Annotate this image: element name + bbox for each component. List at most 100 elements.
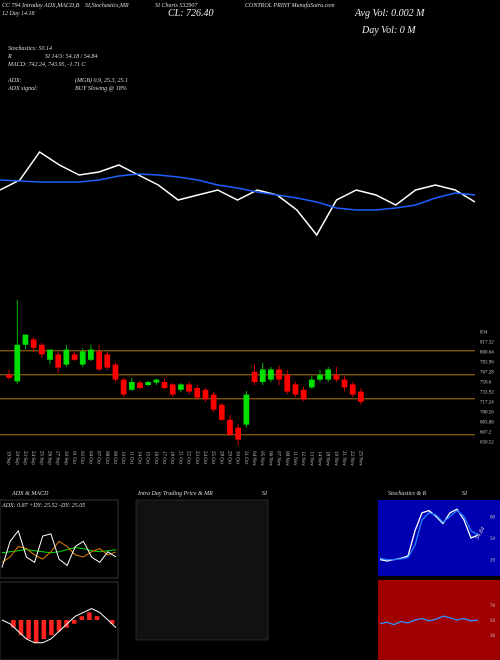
x-tick-label: 10 Oct bbox=[120, 451, 125, 465]
macd-text: MACD: 742.24, 743.95, -1.71 C bbox=[7, 61, 86, 68]
candle-body bbox=[235, 427, 242, 440]
candle-body bbox=[88, 349, 94, 360]
macd-bar bbox=[87, 612, 92, 620]
panel-frame bbox=[0, 499, 119, 579]
candle-body bbox=[14, 344, 21, 382]
macd-bar bbox=[33, 620, 39, 643]
x-tick-label: 08 Oct bbox=[104, 451, 109, 465]
macd-bar bbox=[49, 620, 54, 636]
x-tick-label: 22 Oct bbox=[186, 451, 191, 465]
rsi-text: SI 14/3: 54.18 / 54.84 bbox=[45, 53, 97, 60]
x-tick-label: 23 Sep bbox=[22, 451, 27, 465]
x-tick-label: 14 Nov bbox=[317, 451, 322, 466]
x-tick-label: 21 Nov bbox=[341, 451, 346, 466]
candle-body bbox=[186, 384, 192, 392]
candle-body bbox=[325, 369, 332, 380]
x-tick-label: 29 Oct bbox=[227, 451, 232, 465]
candle-body bbox=[308, 379, 315, 388]
candle-body bbox=[276, 369, 282, 380]
candle-body bbox=[292, 384, 299, 395]
candle-body bbox=[120, 379, 127, 395]
candle-body bbox=[55, 354, 62, 368]
series-line bbox=[0, 150, 476, 237]
x-tick-label: 30 Oct bbox=[235, 451, 240, 465]
y-tick-label: 750.6 bbox=[480, 381, 492, 386]
x-tick-label: 25 Nov bbox=[357, 451, 362, 466]
x-tick-label: 19 Nov bbox=[333, 451, 338, 466]
day-volume: Day Vol: 0 M bbox=[361, 25, 416, 36]
macd-bar bbox=[18, 620, 24, 636]
candle-body bbox=[169, 384, 176, 395]
macd-bar bbox=[109, 620, 115, 624]
panel-frame bbox=[378, 500, 500, 576]
y-tick-label: 733.92 bbox=[480, 391, 494, 396]
adx-label: ADX: 0.87 +DY: 25.52 -DY: 25.05 bbox=[1, 503, 85, 509]
candle-body bbox=[202, 389, 209, 400]
x-tick-label: 28 Oct bbox=[218, 451, 223, 465]
macd-bar bbox=[71, 620, 77, 624]
candle-body bbox=[104, 354, 111, 368]
x-tick-label: 31 Oct bbox=[243, 451, 248, 465]
x-tick-label: 19 Sep bbox=[6, 451, 11, 465]
y-tick-label: 800.64 bbox=[480, 351, 494, 356]
candle-body bbox=[341, 379, 348, 388]
candle-body bbox=[96, 351, 102, 370]
adx-text: ADX: bbox=[7, 78, 22, 84]
y-tick-label: 834 bbox=[480, 331, 488, 336]
x-tick-label: 08 Nov bbox=[284, 451, 289, 466]
panel-title: SI bbox=[462, 491, 468, 497]
panel-title: Stochastics & R bbox=[388, 491, 427, 497]
candle-body bbox=[71, 354, 78, 360]
x-tick-label: 16 Oct bbox=[153, 451, 158, 465]
macd-bar bbox=[56, 620, 62, 632]
close-price: CL: 726.40 bbox=[168, 8, 214, 19]
x-tick-label: 07 Oct bbox=[96, 451, 101, 465]
candle-body bbox=[218, 404, 225, 420]
x-tick-label: 09 Oct bbox=[112, 451, 117, 465]
x-tick-label: 30 Sep bbox=[63, 451, 68, 465]
x-tick-label: 12 Nov bbox=[300, 451, 305, 466]
y-tick-label: 650.52 bbox=[480, 441, 494, 446]
candle-body bbox=[194, 388, 201, 398]
y-tick-label: 50 bbox=[490, 619, 496, 624]
candle-body bbox=[268, 369, 274, 380]
candle-body bbox=[112, 364, 119, 380]
y-tick-label: 717.24 bbox=[480, 401, 494, 406]
x-tick-label: 06 Nov bbox=[267, 451, 272, 466]
candle-body bbox=[284, 374, 291, 392]
x-tick-label: 13 Nov bbox=[308, 451, 313, 466]
x-tick-label: 01 Oct bbox=[71, 451, 76, 465]
candle-body bbox=[153, 379, 160, 383]
y-tick-label: 30 bbox=[490, 634, 496, 639]
y-tick-label: 783.96 bbox=[480, 361, 494, 366]
macd-bar bbox=[11, 620, 16, 628]
x-tick-label: 23 Oct bbox=[194, 451, 199, 465]
x-tick-label: 18 Nov bbox=[325, 451, 330, 466]
y-tick-label: 700.56 bbox=[480, 411, 494, 416]
y-tick-label: 767.28 bbox=[480, 371, 494, 376]
x-tick-label: 04 Nov bbox=[251, 451, 256, 466]
adx-text: (MGB) 0.9, 25.3, 25.1 bbox=[75, 77, 128, 84]
x-tick-label: 11 Oct bbox=[128, 451, 133, 465]
series-line bbox=[379, 509, 479, 561]
candle-body bbox=[38, 344, 45, 355]
series-line bbox=[1, 540, 117, 563]
candle-body bbox=[137, 382, 143, 388]
rsi-text: R bbox=[7, 54, 12, 60]
candle-body bbox=[161, 382, 168, 388]
panel-title: ADX & MACD bbox=[11, 491, 49, 497]
header-text: SI Charts 532907 bbox=[155, 3, 198, 9]
candle-body bbox=[210, 394, 217, 410]
candle-body bbox=[227, 419, 233, 435]
candle-body bbox=[22, 334, 29, 345]
candle-body bbox=[145, 382, 152, 385]
candle-body bbox=[317, 374, 323, 380]
candle-body bbox=[6, 374, 12, 378]
x-tick-label: 14 Oct bbox=[137, 451, 142, 465]
y-tick-label: 50 bbox=[490, 537, 496, 542]
header-text: SI,Stochastics,MR bbox=[85, 3, 129, 9]
adx-signal: BUY Slowing @ 18% bbox=[75, 86, 127, 92]
x-tick-label: 18 Oct bbox=[169, 451, 174, 465]
series-line bbox=[379, 615, 479, 626]
